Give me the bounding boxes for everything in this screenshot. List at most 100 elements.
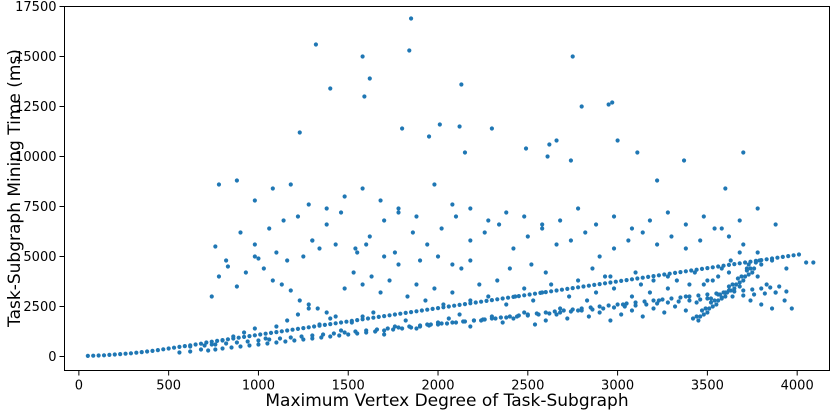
data-point [705, 292, 710, 297]
data-point [655, 178, 660, 183]
data-point [425, 307, 430, 312]
data-point [707, 306, 712, 311]
data-point [689, 268, 694, 273]
data-point [450, 202, 455, 207]
data-point [313, 42, 319, 47]
data-point [762, 291, 767, 296]
data-point [638, 282, 644, 287]
data-point [568, 238, 574, 243]
data-point [708, 300, 714, 305]
data-point [647, 290, 653, 295]
data-point [457, 124, 462, 129]
data-point [446, 316, 451, 321]
data-point [694, 300, 699, 305]
data-point [696, 318, 701, 323]
data-point [536, 312, 541, 317]
data-point [342, 330, 347, 335]
data-point [461, 319, 466, 324]
data-point [676, 299, 681, 304]
data-point [710, 278, 715, 283]
data-point [462, 302, 468, 307]
y-axis-ticks: 0 2500 5000 7500 10000 12500 15000 17500 [15, 0, 65, 365]
data-point [362, 94, 367, 99]
data-point [252, 242, 257, 247]
data-point [568, 309, 574, 314]
data-point [258, 332, 263, 337]
data-point [145, 349, 150, 354]
data-point [647, 218, 653, 223]
data-point [522, 214, 527, 219]
data-point [789, 306, 794, 311]
data-point [468, 238, 473, 243]
data-point [261, 266, 266, 271]
y-tick-label: 2500 [23, 300, 56, 315]
data-point [365, 316, 371, 321]
data-point [759, 302, 764, 307]
data-point [371, 310, 376, 315]
data-point [701, 312, 706, 317]
data-point [784, 266, 789, 271]
data-point [719, 226, 724, 231]
data-point [705, 266, 710, 271]
data-point [606, 102, 611, 107]
data-point [338, 328, 344, 333]
data-point [743, 274, 748, 279]
data-point [328, 322, 333, 327]
data-point [687, 298, 692, 303]
data-point [759, 286, 764, 291]
data-point [743, 260, 748, 265]
data-point [500, 296, 505, 301]
data-point [705, 310, 710, 315]
data-point [96, 353, 101, 358]
data-point [489, 314, 494, 319]
data-point [768, 285, 773, 290]
data-point [543, 310, 548, 315]
x-tick-label: 4000 [781, 379, 814, 394]
data-point [364, 242, 369, 247]
data-point [317, 322, 322, 327]
data-point [495, 297, 500, 302]
data-point [755, 250, 760, 255]
data-point [432, 286, 437, 291]
data-point [387, 278, 392, 283]
data-point [683, 294, 688, 299]
data-point [213, 244, 218, 249]
data-point [353, 329, 358, 334]
data-point [346, 332, 351, 337]
data-point [450, 320, 455, 325]
data-point [730, 294, 735, 299]
data-point [206, 348, 211, 353]
data-point [155, 348, 160, 353]
data-point [432, 182, 437, 187]
data-point [655, 301, 660, 306]
data-point [182, 344, 187, 349]
data-point [112, 352, 117, 357]
x-tick-label: 1500 [332, 379, 365, 394]
data-point [161, 347, 166, 352]
data-point [285, 318, 290, 323]
data-point [238, 344, 243, 349]
data-point [315, 306, 320, 311]
data-point [581, 284, 586, 289]
data-point [694, 314, 699, 319]
data-point [452, 303, 457, 308]
data-point [288, 288, 293, 293]
data-point [543, 290, 548, 295]
data-point [281, 218, 286, 223]
data-point [220, 346, 225, 351]
data-point [504, 302, 509, 307]
data-point [615, 302, 620, 307]
data-point [312, 324, 317, 329]
data-point [626, 238, 631, 243]
data-point [531, 298, 536, 303]
data-point [583, 230, 588, 235]
data-point [532, 291, 538, 296]
data-point [382, 254, 387, 259]
data-point [716, 264, 721, 269]
data-point [773, 222, 778, 227]
data-point [701, 282, 706, 287]
data-point [408, 310, 414, 315]
data-point [811, 260, 816, 265]
data-point [698, 297, 703, 302]
data-point [514, 314, 520, 319]
